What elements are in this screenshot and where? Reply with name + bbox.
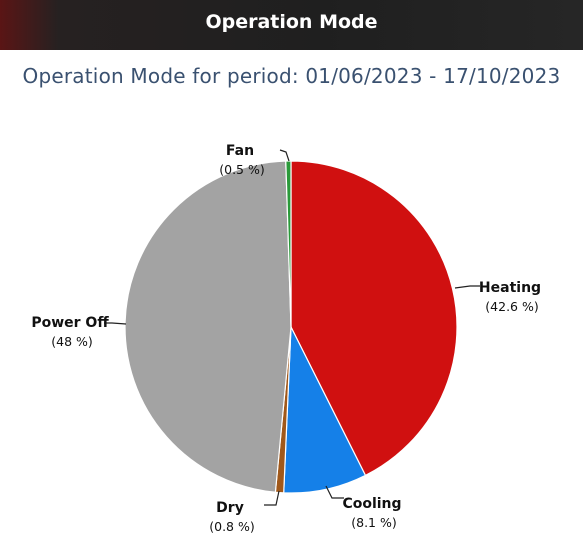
slice-label-cooling: Cooling [342,496,401,512]
slice-label-power-off: Power Off [31,315,109,331]
leader-line-fan [279,149,290,162]
slice-percent-cooling: (8.1 %) [351,515,396,530]
chart-title: Operation Mode for period: 01/06/2023 - … [22,64,561,88]
slice-percent-fan: (0.5 %) [219,162,264,177]
pie-slice-heating[interactable] [290,160,458,477]
slice-percent-heating: (42.6 %) [485,299,538,314]
header-bar: Operation Mode [0,0,583,50]
slice-label-heating: Heating [479,280,541,296]
pie-slice-power-off[interactable] [124,160,292,493]
header-title: Operation Mode [205,11,378,33]
leader-line-dry [264,490,280,506]
leader-line-power-off [104,322,127,325]
slice-percent-dry: (0.8 %) [209,519,254,534]
slice-label-fan: Fan [226,143,254,159]
slice-label-dry: Dry [216,500,244,516]
slice-percent-power-off: (48 %) [51,334,93,349]
leader-line-heating [454,285,480,289]
leader-line-cooling [325,485,344,499]
